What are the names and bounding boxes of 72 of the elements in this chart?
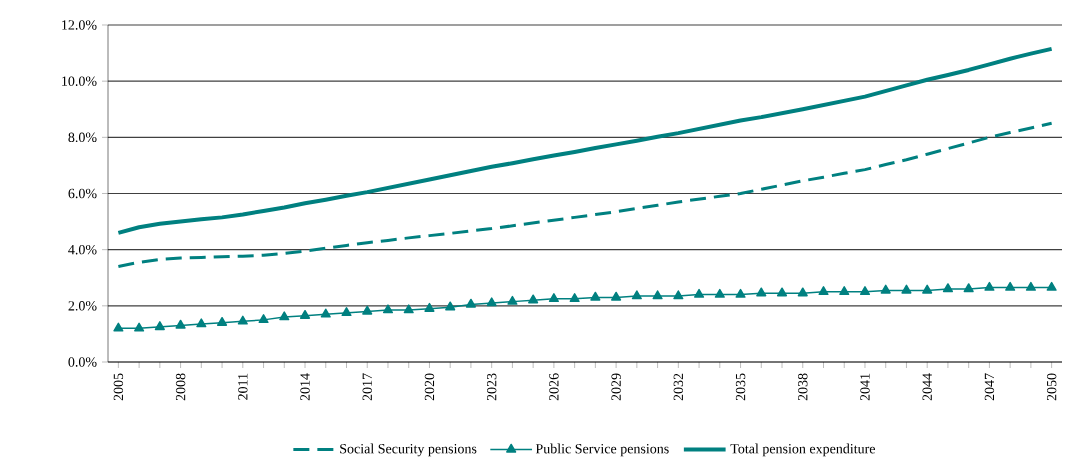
- point: [693, 288, 705, 298]
- y-tick-label: 12.0%: [62, 20, 97, 30]
- point: [320, 308, 331, 318]
- x-tick-label: 2038: [798, 373, 808, 401]
- point: [1046, 281, 1057, 291]
- point: [196, 318, 207, 328]
- point: [776, 287, 788, 297]
- point: [382, 304, 394, 314]
- point: [839, 286, 850, 296]
- x-tick-label: 2044: [922, 373, 932, 401]
- x-tick-label: 2011: [238, 373, 248, 400]
- point: [548, 293, 559, 303]
- point: [963, 283, 974, 293]
- y-tick-label: 8.0%: [68, 132, 97, 143]
- point: [237, 315, 248, 325]
- x-tick-label: 2050: [1046, 373, 1057, 401]
- y-tick-label: 2.0%: [68, 301, 97, 311]
- point: [756, 287, 767, 297]
- x-tick-label: 2047: [984, 373, 995, 401]
- x-tick-label: 2032: [673, 373, 684, 401]
- point: [134, 322, 145, 332]
- point: [735, 288, 746, 298]
- point: [1025, 281, 1036, 291]
- point: [258, 314, 269, 324]
- point: [113, 322, 124, 332]
- x-tick-label: 2020: [424, 373, 435, 401]
- x-tick-label: 2026: [549, 373, 559, 401]
- point: [984, 281, 995, 291]
- x-tick-label: 2008: [175, 373, 186, 401]
- point: [922, 284, 933, 294]
- y-tick-label: 4.0%: [68, 244, 97, 255]
- point: [507, 295, 518, 305]
- point: [486, 297, 497, 307]
- y-tick-label: 6.0%: [68, 188, 97, 199]
- point: [154, 321, 165, 331]
- point: [1005, 281, 1016, 291]
- x-tick-label: 2041: [860, 373, 870, 401]
- x-tick-label: 2017: [362, 373, 372, 401]
- point: [216, 316, 228, 326]
- point: [590, 291, 601, 301]
- legend-label: Social Security pensions: [340, 443, 477, 457]
- x-tick-label: 2014: [300, 373, 310, 401]
- point: [611, 291, 622, 301]
- point: [403, 304, 414, 314]
- y-tick-label: 0.0%: [68, 357, 97, 367]
- point: [175, 319, 186, 329]
- point: [942, 283, 954, 293]
- y-tick-label: 10.0%: [62, 76, 97, 86]
- point: [901, 284, 912, 294]
- point: [797, 287, 808, 297]
- point: [465, 298, 477, 308]
- x-tick-label: 2035: [735, 373, 746, 401]
- point: [445, 301, 456, 311]
- point: [279, 311, 290, 321]
- point: [362, 305, 373, 315]
- point: [424, 302, 435, 312]
- point: [818, 286, 829, 296]
- point: [714, 288, 725, 298]
- point: [341, 307, 352, 317]
- point: [880, 284, 891, 294]
- legend-label: Total pension expenditure: [730, 443, 876, 457]
- point: [673, 290, 684, 300]
- x-tick-label: 2005: [113, 373, 124, 401]
- point: [652, 290, 663, 300]
- point: [569, 293, 580, 303]
- legend-label: Public Service pensions: [535, 443, 669, 457]
- point: [859, 286, 871, 296]
- x-tick-label: 2029: [611, 373, 621, 401]
- point: [631, 290, 642, 300]
- point: [299, 309, 311, 319]
- point: [528, 294, 539, 304]
- x-tick-label: 2023: [486, 373, 497, 401]
